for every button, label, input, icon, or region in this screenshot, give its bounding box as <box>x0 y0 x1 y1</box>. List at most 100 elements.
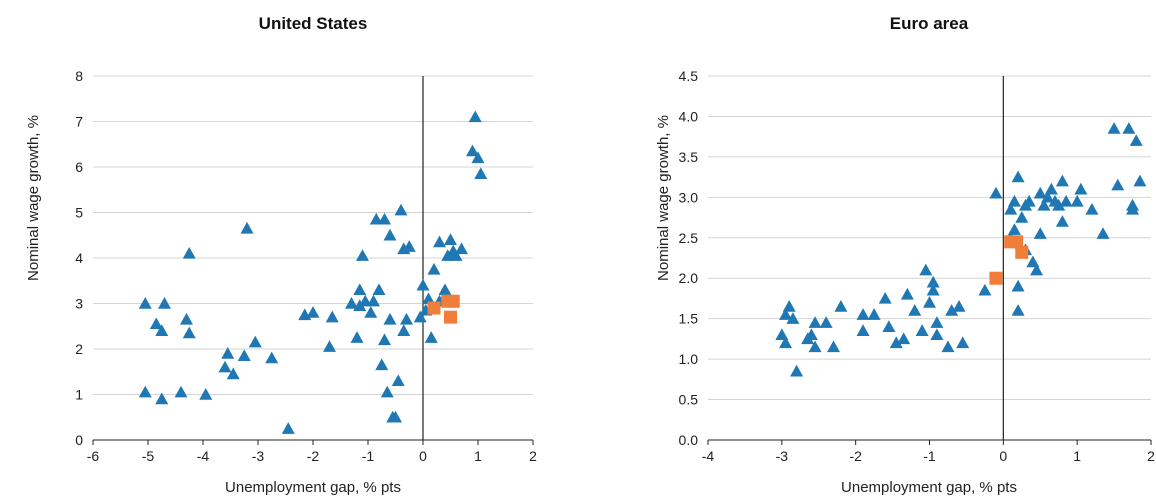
triangle-point-euro <box>856 308 870 320</box>
triangle-point-us <box>155 392 169 405</box>
x-tick-label-us: -6 <box>87 448 100 464</box>
triangle-point-us <box>325 310 339 323</box>
triangle-point-euro <box>867 308 881 320</box>
y-tick-label-euro: 2.5 <box>679 230 699 246</box>
triangle-point-euro <box>808 316 822 328</box>
triangle-point-euro <box>790 364 804 377</box>
triangle-point-us <box>182 246 196 259</box>
y-tick-label-euro: 4.5 <box>679 68 699 84</box>
x-tick-label-euro: 1 <box>1073 448 1081 464</box>
plot-area-us: 0 1 2 3 4 5 6 7 8 -6 -5 -4 -3 -2 -1 0 1 2 <box>75 68 537 464</box>
square-point-us <box>446 294 460 308</box>
triangle-point-euro <box>1015 211 1029 223</box>
triangle-point-us <box>265 351 279 364</box>
triangle-point-euro <box>897 332 911 345</box>
y-tick-label-euro: 2.0 <box>679 270 699 286</box>
triangle-point-us <box>378 212 391 225</box>
triangle-point-euro <box>919 263 933 276</box>
triangle-point-euro <box>1070 194 1084 207</box>
triangle-point-euro <box>1033 227 1047 239</box>
triangle-point-us <box>397 324 411 336</box>
y-tick-label-euro: 0.0 <box>679 432 699 448</box>
x-tick-label-euro: 2 <box>1147 448 1155 464</box>
y-axis-label-euro: Nominal wage growth, % <box>655 115 672 281</box>
y-tick-label-euro: 1.5 <box>679 311 699 327</box>
triangle-point-us <box>199 388 213 400</box>
triangle-point-euro <box>856 324 870 336</box>
x-tick-label-us: -1 <box>362 448 375 464</box>
triangle-point-us <box>378 333 391 346</box>
triangle-point-us <box>138 297 152 309</box>
plot-area-euro: 0.0 0.5 1.0 1.5 2.0 2.5 3.0 3.5 4.0 4.5 -4 -3 -2 -1 0 1… <box>679 68 1156 464</box>
triangle-point-euro <box>926 283 940 296</box>
triangle-point-us <box>391 374 405 387</box>
triangle-point-euro <box>779 308 793 320</box>
triangle-point-euro <box>1041 190 1055 203</box>
triangle-point-euro <box>1085 202 1099 215</box>
triangle-point-euro <box>882 320 896 332</box>
x-tick-label-us: -2 <box>307 448 320 464</box>
triangle-point-us <box>433 235 446 248</box>
triangle-point-us <box>353 283 367 296</box>
triangle-point-euro <box>1022 194 1036 207</box>
x-tick-label-us: -3 <box>252 448 265 464</box>
triangle-point-us <box>281 422 295 434</box>
y-tick-label-us: 1 <box>75 387 83 403</box>
triangle-point-euro <box>1004 202 1018 215</box>
triangle-point-us <box>306 306 320 318</box>
triangle-point-euro <box>945 304 959 316</box>
triangle-point-euro <box>926 275 940 288</box>
triangle-point-euro <box>1011 279 1025 292</box>
triangle-point-euro <box>915 324 929 336</box>
triangle-point-euro <box>1052 198 1066 211</box>
triangle-point-us <box>424 331 438 343</box>
triangle-point-us <box>438 283 452 296</box>
triangle-point-us <box>221 347 235 359</box>
x-tick-label-us: 2 <box>529 448 537 464</box>
triangle-point-euro <box>1111 178 1125 191</box>
triangle-point-euro <box>930 316 944 328</box>
triangle-point-us <box>369 212 383 225</box>
y-tick-label-euro: 4.0 <box>679 108 699 124</box>
triangle-point-euro <box>827 340 841 353</box>
triangle-point-euro <box>1096 227 1110 239</box>
triangle-point-us <box>449 249 463 261</box>
triangle-point-us <box>455 242 468 255</box>
y-tick-label-us: 6 <box>75 159 83 175</box>
triangle-point-euro <box>1074 182 1088 195</box>
square-point-us <box>444 310 457 324</box>
y-tick-label-euro: 1.0 <box>679 351 699 367</box>
x-tick-label-euro: -4 <box>702 448 715 464</box>
triangle-point-us <box>240 221 254 234</box>
x-tick-label-us: 0 <box>419 448 427 464</box>
triangle-point-us <box>466 144 479 157</box>
triangle-point-euro <box>978 283 992 296</box>
triangle-point-us <box>174 385 188 398</box>
triangle-point-us <box>138 385 152 398</box>
triangle-point-us <box>413 310 427 323</box>
triangle-point-us <box>356 249 369 261</box>
triangle-point-us <box>422 292 435 305</box>
triangle-point-euro <box>1129 134 1143 146</box>
y-tick-label-euro: 3.0 <box>679 189 699 205</box>
triangle-point-euro <box>923 295 936 308</box>
y-tick-label-us: 3 <box>75 296 83 312</box>
triangle-point-us <box>474 167 488 180</box>
x-tick-label-euro: -3 <box>776 448 789 464</box>
triangle-point-us <box>400 312 413 325</box>
chart-panel-euro: Euro area Unemployment gap, % pts Nomina… <box>655 14 1155 496</box>
triangle-point-euro <box>1055 215 1069 227</box>
y-tick-label-us: 2 <box>75 341 83 357</box>
triangle-point-euro <box>1026 255 1040 268</box>
triangle-point-us <box>367 294 380 307</box>
x-axis-label-euro: Unemployment gap, % pts <box>841 479 1017 496</box>
triangle-point-euro <box>952 300 966 312</box>
y-tick-label-us: 4 <box>75 250 83 266</box>
triangle-point-us <box>158 297 171 309</box>
triangle-point-us <box>375 358 389 371</box>
triangle-point-euro <box>1037 198 1051 211</box>
triangle-point-us <box>248 335 262 348</box>
triangle-point-us <box>427 262 441 275</box>
square-point-euro <box>989 271 1003 285</box>
